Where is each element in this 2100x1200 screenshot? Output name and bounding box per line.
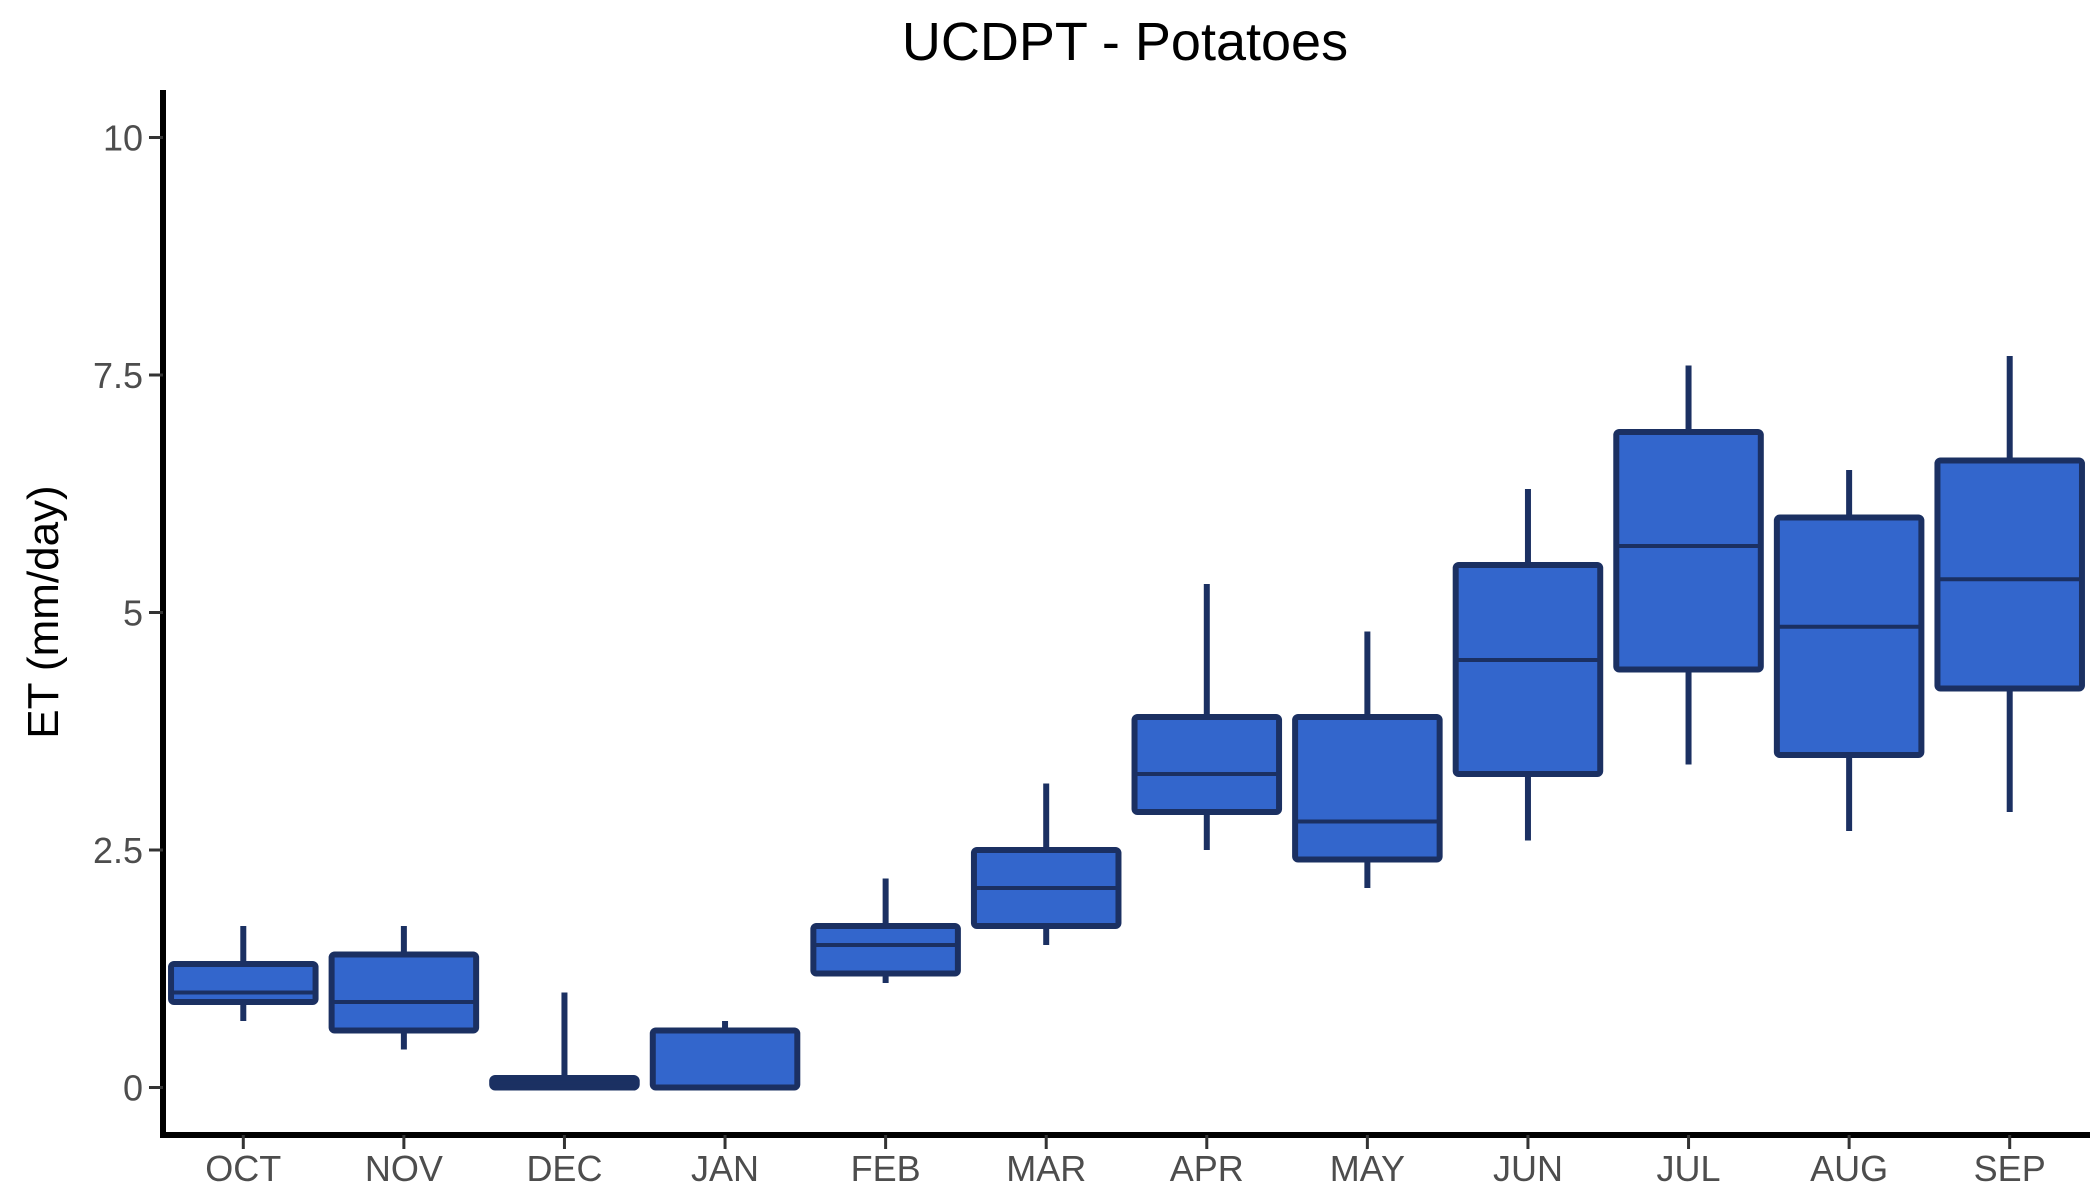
x-tick-label: JAN <box>691 1148 759 1189</box>
x-tick-label: FEB <box>851 1148 921 1189</box>
x-tick-label: OCT <box>205 1148 281 1189</box>
chart-title: UCDPT - Potatoes <box>902 12 1348 72</box>
y-tick-label: 5 <box>123 593 143 634</box>
x-tick-label: JUL <box>1657 1148 1721 1189</box>
y-tick-label: 7.5 <box>93 355 143 396</box>
box <box>810 923 961 977</box>
box <box>1773 514 1925 758</box>
x-tick-label: AUG <box>1810 1148 1888 1189</box>
plot-area: 0 2.5 5 7.5 10 OCT NOV DEC JAN FEB MAR APR MAY JUN JUL… <box>93 90 2090 1189</box>
x-tick-label: MAY <box>1330 1148 1405 1189</box>
box <box>328 951 480 1034</box>
y-tick-label: 0 <box>123 1068 143 1109</box>
x-tick-label: NOV <box>365 1148 443 1189</box>
box <box>168 961 319 1005</box>
x-tick-label: MAR <box>1006 1148 1086 1189</box>
y-tick-label: 10 <box>103 118 143 159</box>
x-tick-label: APR <box>1170 1148 1244 1189</box>
y-tick-label: 2.5 <box>93 830 143 871</box>
box <box>649 1027 801 1091</box>
box <box>1292 714 1443 863</box>
x-tick-label: SEP <box>1974 1148 2046 1189</box>
box <box>1131 714 1283 815</box>
y-axis-label: ET (mm/day) <box>19 485 68 738</box>
box <box>1934 457 2085 692</box>
x-tick-label: JUN <box>1493 1148 1563 1189</box>
box <box>1452 562 1604 777</box>
x-tick-label: DEC <box>526 1148 602 1189</box>
box <box>1613 429 1764 673</box>
